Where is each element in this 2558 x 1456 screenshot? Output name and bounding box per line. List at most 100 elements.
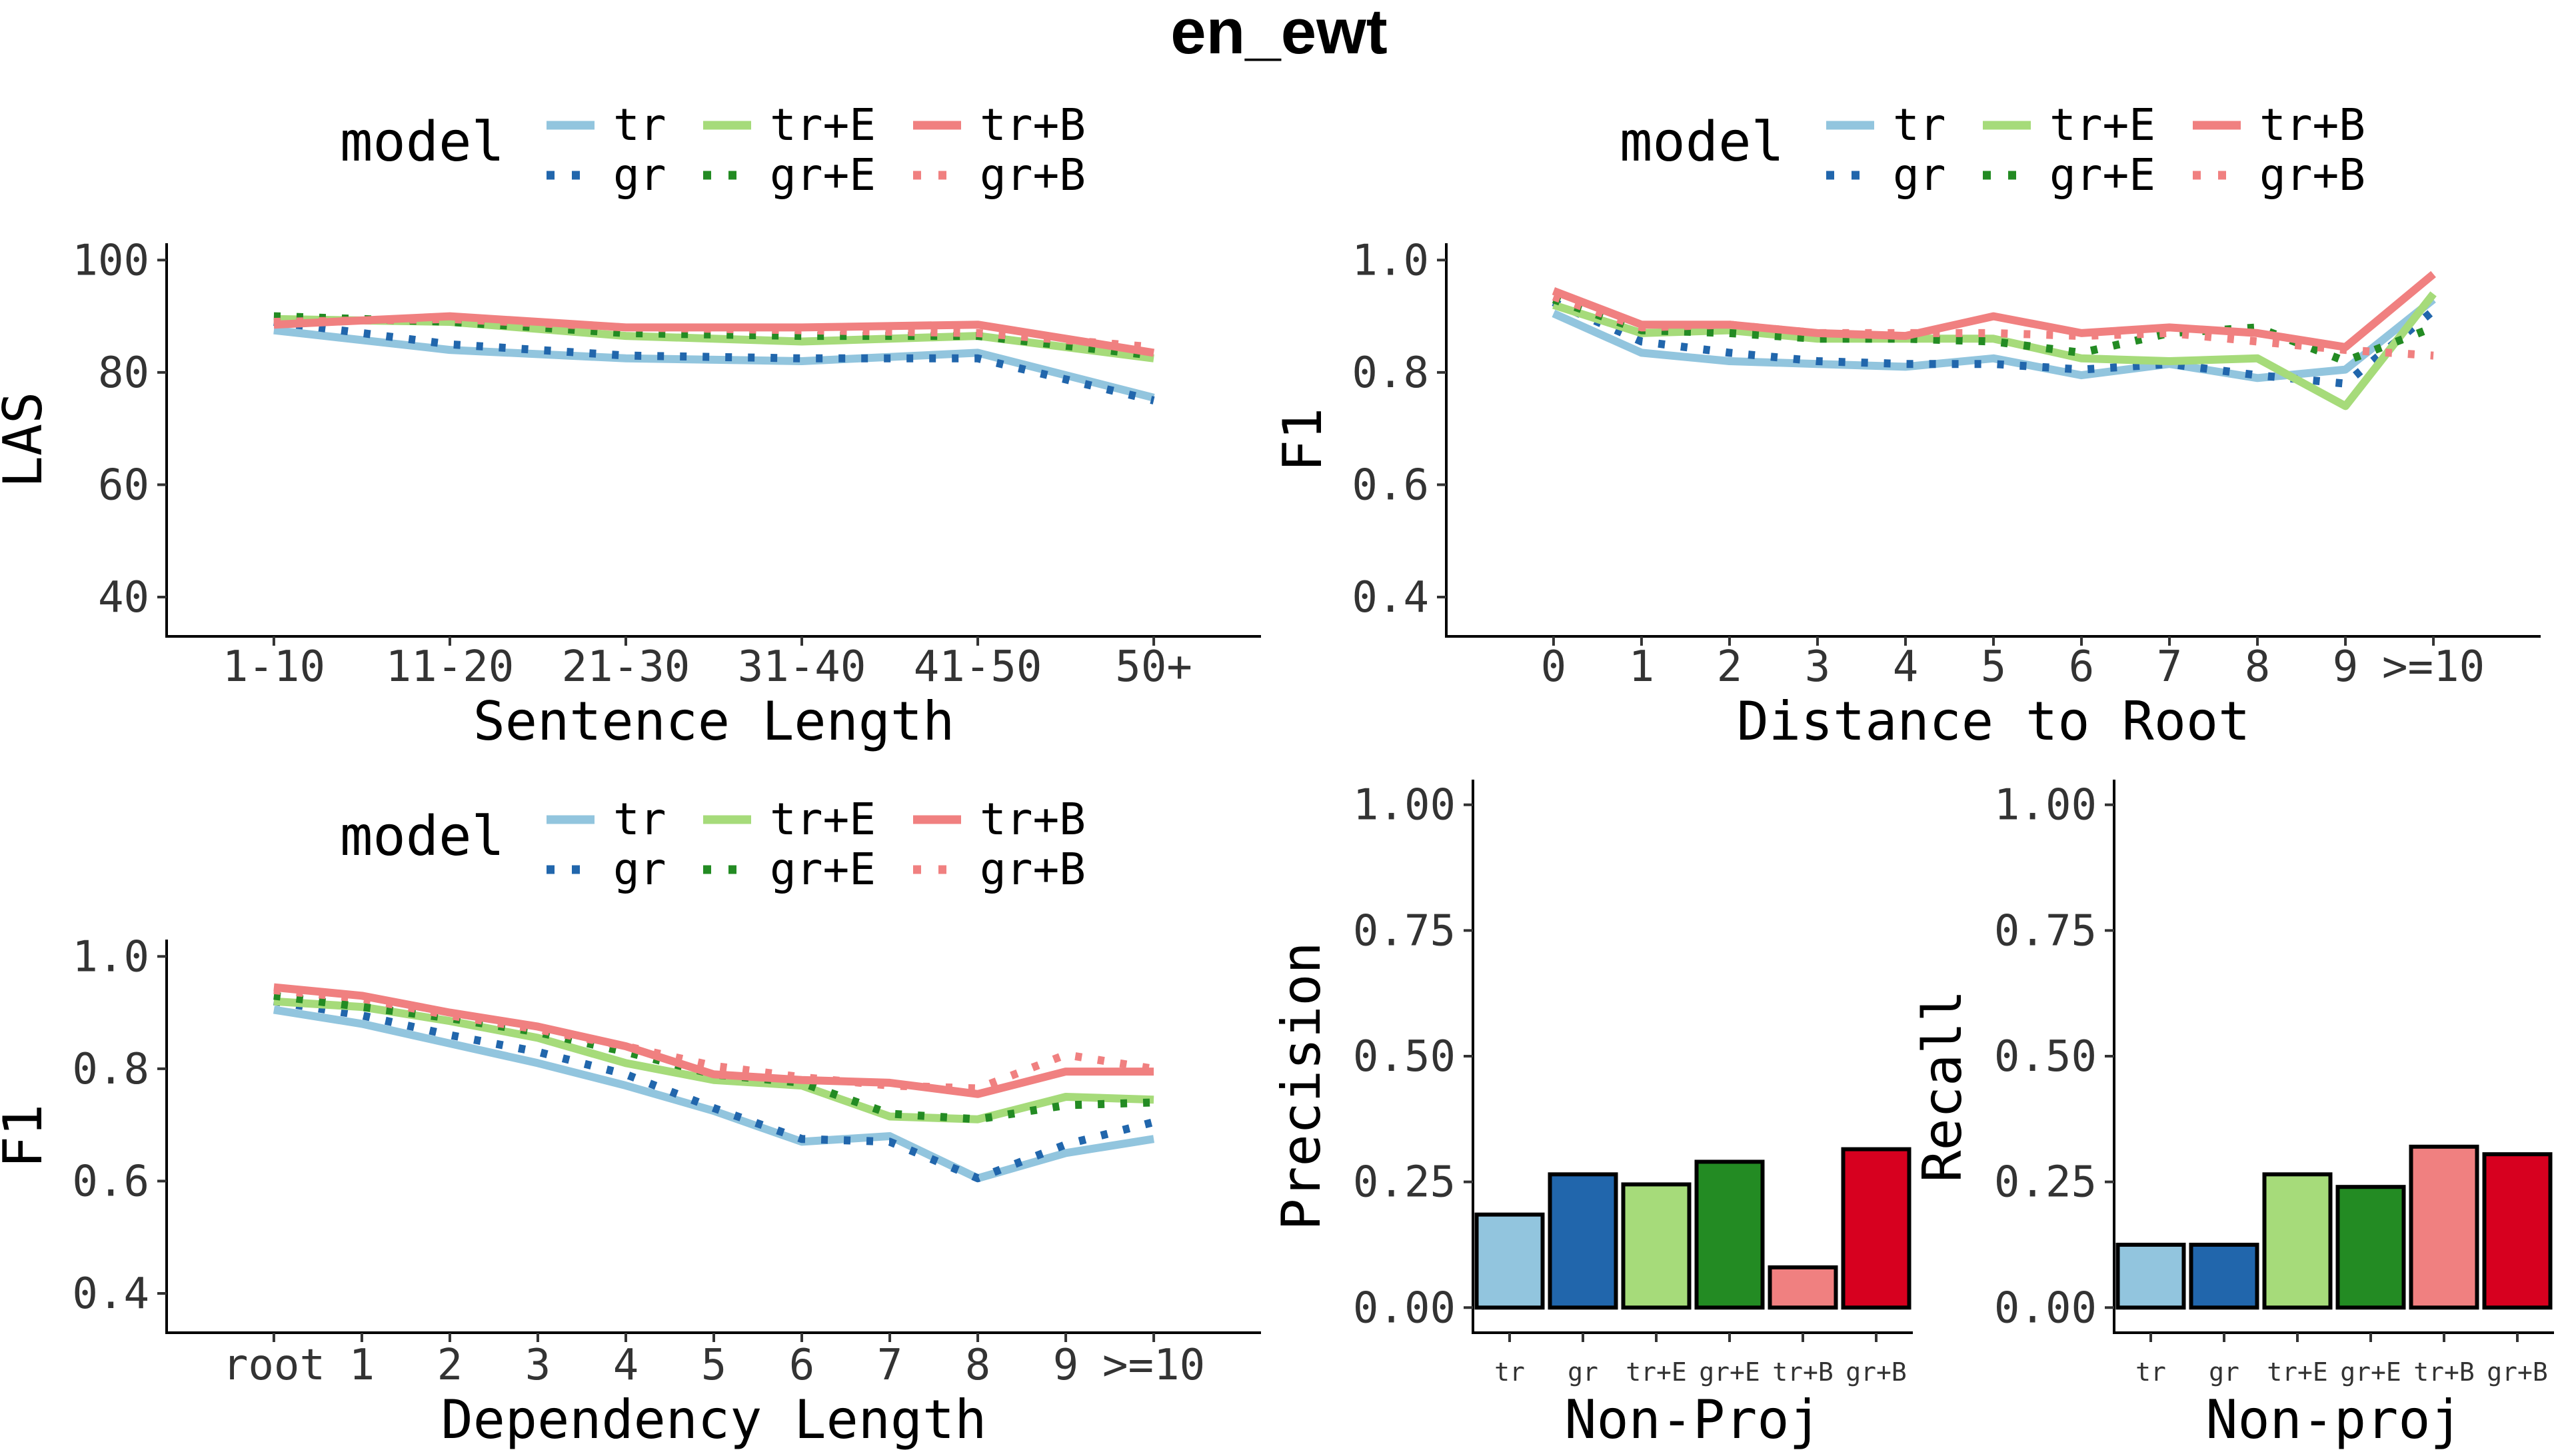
y-tick-label: 1.0 bbox=[72, 932, 149, 982]
y-tick-label: 1.00 bbox=[1353, 781, 1456, 830]
x-tick-label: 1 bbox=[349, 1341, 375, 1390]
y-tick-label: 40 bbox=[98, 573, 149, 622]
series-line-gr+E bbox=[1552, 295, 2435, 365]
bar-gr+B bbox=[2482, 1152, 2553, 1310]
y-tick-label: 0.6 bbox=[1352, 460, 1429, 510]
y-axis-label: Precision bbox=[1270, 942, 1332, 1230]
x-tick-label: tr bbox=[1494, 1357, 1525, 1387]
x-tick-label: 3 bbox=[525, 1341, 551, 1390]
x-tick-label: gr+E bbox=[1699, 1357, 1760, 1387]
bar-gr+B bbox=[1841, 1147, 1912, 1310]
y-tick-label: 0.75 bbox=[1353, 906, 1456, 956]
legend-title: model bbox=[1620, 111, 1784, 174]
y-tick-label: 1.0 bbox=[1352, 236, 1429, 285]
x-axis-label: Distance to Root bbox=[1737, 690, 2251, 752]
legend-label-tr+B: tr+B bbox=[980, 99, 1086, 151]
legend-title: model bbox=[340, 111, 505, 174]
bar-tr+B bbox=[1768, 1265, 1838, 1310]
panel-sentence-length: 40 60 80 100 1-10 11-20 21-30 31-40 41-50 50+ Sent… bbox=[0, 236, 1261, 752]
x-tick-label: 2 bbox=[1717, 642, 1743, 692]
panel-non-proj-recall: 0.00 0.25 0.50 0.75 1.00 tr gr tr+E gr+E tr+B gr+B… bbox=[1912, 780, 2554, 1451]
bar-tr+E bbox=[2262, 1172, 2333, 1310]
x-tick-label: 1-10 bbox=[223, 642, 325, 692]
legend-label-gr+B: gr+B bbox=[980, 149, 1086, 201]
legend-label-tr: tr bbox=[1893, 99, 1945, 151]
legend-label-gr+E: gr+E bbox=[2049, 149, 2155, 201]
legend-label-gr: gr bbox=[1893, 149, 1945, 201]
x-tick-label: tr+E bbox=[2267, 1357, 2328, 1387]
panel-dependency-length: 0.4 0.6 0.8 1.0 root 1 2 3 4 5 6 7 8 9 >=10 Dependency … bbox=[0, 932, 1261, 1451]
y-tick-label: 0.00 bbox=[1994, 1283, 2097, 1333]
series-line-tr bbox=[273, 1006, 1155, 1183]
legend-label-tr+B: tr+B bbox=[980, 794, 1086, 845]
x-tick-label: gr bbox=[1568, 1357, 1598, 1387]
y-tick-label: 0.8 bbox=[72, 1045, 149, 1094]
y-tick-label: 100 bbox=[72, 236, 149, 285]
series-line-tr+B bbox=[273, 312, 1155, 357]
y-tick-label: 80 bbox=[98, 349, 149, 398]
series-line-tr+B bbox=[1552, 271, 2436, 351]
x-axis-label: Non-proj bbox=[2205, 1389, 2462, 1451]
x-tick-label: 50+ bbox=[1115, 642, 1192, 692]
x-tick-label: gr bbox=[2209, 1357, 2239, 1387]
x-tick-label: tr+B bbox=[1772, 1357, 1834, 1387]
x-tick-label: 6 bbox=[789, 1341, 815, 1390]
series-line-tr+E bbox=[1552, 291, 2437, 410]
legend-label-tr+E: tr+E bbox=[770, 99, 876, 151]
series-line-gr bbox=[273, 997, 1155, 1183]
x-tick-label: 41-50 bbox=[914, 642, 1042, 692]
y-tick-label: 0.50 bbox=[1353, 1032, 1456, 1082]
legend-title: model bbox=[340, 805, 505, 868]
legend-label-tr+E: tr+E bbox=[2049, 99, 2155, 151]
x-tick-label: 9 bbox=[1053, 1341, 1079, 1390]
series-line-tr+B bbox=[273, 983, 1154, 1098]
x-tick-label: 4 bbox=[613, 1341, 639, 1390]
y-tick-label: 0.8 bbox=[1352, 349, 1429, 398]
x-tick-label: 7 bbox=[2157, 642, 2183, 692]
bar-gr+E bbox=[2335, 1185, 2406, 1310]
x-tick-label: gr+E bbox=[2340, 1357, 2401, 1387]
x-tick-label: tr+E bbox=[1626, 1357, 1687, 1387]
x-tick-label: 1 bbox=[1629, 642, 1655, 692]
series-line-tr bbox=[273, 326, 1155, 402]
y-tick-label: 0.25 bbox=[1994, 1158, 2097, 1207]
x-tick-label: 21-30 bbox=[562, 642, 690, 692]
x-tick-label: 5 bbox=[1981, 642, 2007, 692]
y-tick-label: 0.50 bbox=[1994, 1032, 2097, 1082]
y-tick-label: 0.75 bbox=[1994, 906, 2097, 956]
x-tick-label: 0 bbox=[1541, 642, 1567, 692]
legend-label-tr: tr bbox=[613, 794, 666, 845]
x-tick-label: tr+B bbox=[2413, 1357, 2475, 1387]
legend-label-gr+B: gr+B bbox=[2259, 149, 2365, 201]
legend-label-gr+E: gr+E bbox=[770, 844, 876, 895]
x-tick-label: 5 bbox=[701, 1341, 727, 1390]
y-axis-label: F1 bbox=[0, 1104, 54, 1168]
y-axis-label: F1 bbox=[1272, 408, 1334, 472]
x-tick-label: >=10 bbox=[1102, 1341, 1205, 1390]
bar-tr+E bbox=[1621, 1182, 1692, 1310]
bar-tr bbox=[2115, 1242, 2186, 1310]
x-tick-label: 7 bbox=[877, 1341, 903, 1390]
x-tick-label: 11-20 bbox=[386, 642, 515, 692]
x-tick-label: 2 bbox=[437, 1341, 463, 1390]
bar-tr+B bbox=[2409, 1144, 2479, 1310]
figure-title: en_ewt bbox=[1170, 0, 1387, 67]
x-axis-label: Dependency Length bbox=[441, 1389, 987, 1451]
y-tick-label: 60 bbox=[98, 460, 149, 510]
y-axis-label: Recall bbox=[1912, 990, 1973, 1183]
series-line-tr+E bbox=[273, 997, 1154, 1123]
y-tick-label: 0.6 bbox=[72, 1157, 149, 1206]
bar-gr bbox=[2189, 1242, 2259, 1310]
x-axis-label: Non-Proj bbox=[1564, 1389, 1821, 1451]
y-tick-label: 0.4 bbox=[72, 1269, 149, 1319]
y-tick-label: 0.4 bbox=[1352, 573, 1429, 622]
x-tick-label: tr bbox=[2135, 1357, 2166, 1387]
x-tick-label: gr+B bbox=[2487, 1357, 2548, 1387]
x-tick-label: 9 bbox=[2333, 642, 2359, 692]
legend-label-gr: gr bbox=[613, 149, 666, 201]
